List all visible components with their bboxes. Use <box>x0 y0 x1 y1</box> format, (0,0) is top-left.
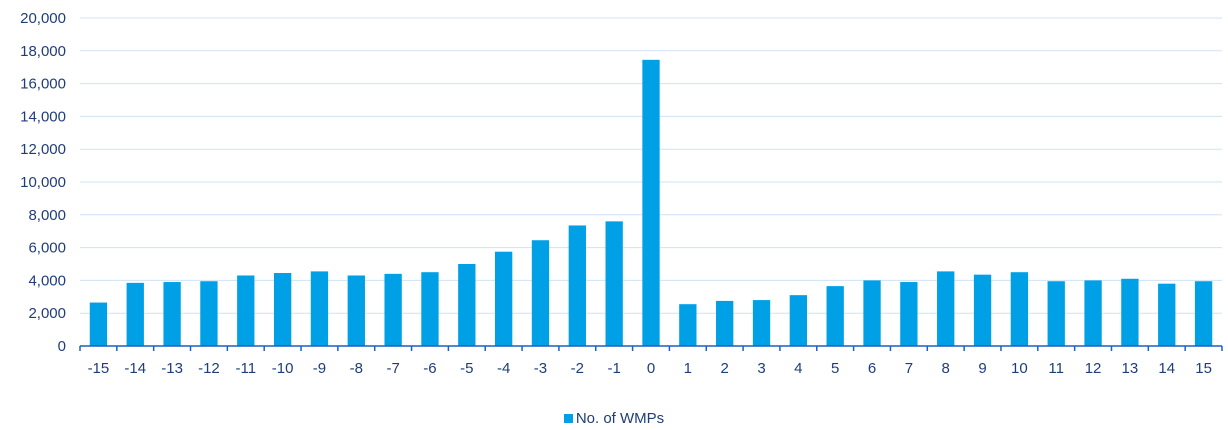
bar-chart: 0 2,000 4,000 6,000 8,000 10,000 12,000 14,000 1… <box>20 10 1223 377</box>
bar <box>937 271 955 346</box>
x-tick-label: -8 <box>350 360 363 377</box>
x-tick-label: -2 <box>571 360 584 377</box>
bar <box>384 273 402 346</box>
x-tick-label: -15 <box>88 360 110 377</box>
x-tick-label: -6 <box>423 360 436 377</box>
x-tick-label: 5 <box>831 360 839 377</box>
bar <box>273 273 292 346</box>
x-tick-label: -10 <box>272 360 294 377</box>
bar <box>163 282 181 346</box>
bar <box>789 295 808 346</box>
x-tick-label: 4 <box>794 360 802 377</box>
x-tick-label: 10 <box>1011 360 1028 377</box>
y-tick-labels: 0 2,000 4,000 6,000 8,000 10,000 12,000 14,000 1… <box>20 10 66 355</box>
bar <box>900 282 918 346</box>
y-tick-label: 6,000 <box>28 240 66 257</box>
bar <box>494 251 513 346</box>
y-tick-label: 16,000 <box>20 76 66 93</box>
y-tick-label: 20,000 <box>20 10 66 27</box>
bar <box>347 275 365 346</box>
x-tick-label: 3 <box>757 360 765 377</box>
x-tick-label: -13 <box>161 360 183 377</box>
bar <box>200 281 218 346</box>
y-tick-label: 14,000 <box>20 108 66 125</box>
bar <box>568 225 586 346</box>
x-tick-label: 15 <box>1195 360 1212 377</box>
bar <box>679 304 697 346</box>
x-tick-label: 14 <box>1158 360 1175 377</box>
bar <box>237 275 255 346</box>
bar <box>1047 281 1065 346</box>
y-tick-label: 2,000 <box>28 305 66 322</box>
x-tick-label: -12 <box>198 360 220 377</box>
bar <box>126 282 144 346</box>
bar <box>1084 280 1102 346</box>
x-tick-label: 7 <box>905 360 913 377</box>
x-tick-label: 0 <box>647 360 655 377</box>
bar <box>1194 281 1213 346</box>
y-tick-label: 0 <box>58 338 66 355</box>
legend: No. of WMPs <box>0 410 1228 427</box>
bar <box>642 59 660 346</box>
y-tick-label: 18,000 <box>20 43 66 60</box>
bar <box>310 271 329 346</box>
x-tick-labels: -15 -14 -13 -12 -11 -10 -9 -8 -7 -6 -5 -4 -3 -2 -1 0 1 2 3… <box>88 360 1212 377</box>
bar <box>826 286 844 346</box>
y-tick-label: 12,000 <box>20 141 66 158</box>
bar <box>863 280 881 346</box>
x-tick-label: 9 <box>978 360 986 377</box>
x-tick-label: -11 <box>235 360 256 377</box>
y-tick-label: 4,000 <box>28 272 66 289</box>
bar <box>605 221 623 346</box>
axes <box>79 345 1223 351</box>
bar <box>1010 272 1029 346</box>
x-tick-label: -3 <box>534 360 547 377</box>
bar <box>531 240 550 346</box>
y-tick-label: 10,000 <box>20 174 66 191</box>
y-tick-label: 8,000 <box>28 207 66 224</box>
x-tick-label: 2 <box>721 360 729 377</box>
bars <box>89 59 1213 346</box>
x-tick-label: -14 <box>124 360 146 377</box>
x-tick-label: -7 <box>386 360 399 377</box>
legend-swatch <box>563 414 573 423</box>
bar <box>973 274 992 346</box>
x-tick-label: -5 <box>460 360 473 377</box>
bar <box>752 300 771 346</box>
x-tick-label: -9 <box>313 360 326 377</box>
legend-label: No. of WMPs <box>575 410 665 427</box>
bar <box>716 300 734 346</box>
x-tick-label: -4 <box>497 360 510 377</box>
bar <box>458 264 476 346</box>
bar <box>421 272 439 346</box>
x-tick-label: 11 <box>1048 360 1064 377</box>
bar <box>1121 278 1139 346</box>
x-tick-label: -1 <box>607 360 620 377</box>
x-tick-label: 13 <box>1122 360 1139 377</box>
x-tick-label: 1 <box>684 360 692 377</box>
bar <box>89 302 108 346</box>
x-tick-label: 8 <box>942 360 950 377</box>
x-tick-label: 12 <box>1085 360 1102 377</box>
bar <box>1158 283 1176 346</box>
x-tick-label: 6 <box>868 360 876 377</box>
